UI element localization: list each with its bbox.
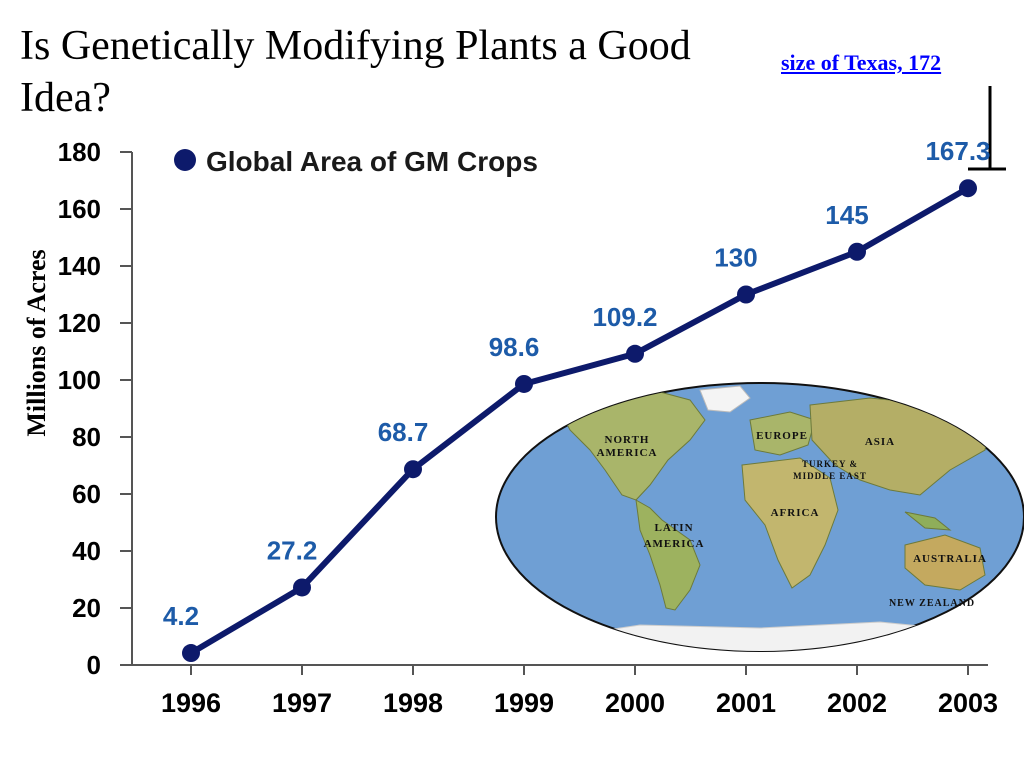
y-tick-label: 120 — [58, 308, 101, 338]
x-tick-label: 1997 — [272, 688, 332, 718]
x-tick-label: 2002 — [827, 688, 887, 718]
y-tick-label: 20 — [72, 593, 101, 623]
map-label-australia: AUSTRALIA — [913, 553, 987, 565]
map-label-new-zealand: NEW ZEALAND — [889, 598, 975, 609]
data-point — [515, 374, 533, 393]
data-label: 98.6 — [489, 332, 540, 362]
data-point — [182, 644, 200, 663]
y-tick-label: 60 — [72, 479, 101, 509]
x-tick-label: 2001 — [716, 688, 776, 718]
legend-label: Global Area of GM Crops — [206, 146, 538, 177]
y-tick-label: 40 — [72, 536, 101, 566]
x-tick-label: 2003 — [938, 688, 998, 718]
x-ticks: 1996 1997 1998 1999 2000 2001 2002 2003 — [161, 665, 998, 718]
data-point — [737, 285, 755, 304]
map-label-europe: EUROPE — [756, 430, 808, 442]
data-point — [626, 344, 644, 363]
x-tick-label: 2000 — [605, 688, 665, 718]
map-label-latin: LATIN — [654, 522, 693, 534]
map-label-turkey: TURKEY & — [802, 459, 858, 469]
y-tick-label: 100 — [58, 365, 101, 395]
x-tick-label: 1999 — [494, 688, 554, 718]
y-tick-label: 180 — [58, 137, 101, 167]
map-label-america: AMERICA — [597, 447, 658, 459]
data-point — [848, 242, 866, 261]
data-point — [959, 179, 977, 198]
slide-title: Is Genetically Modifying Plants a Good I… — [20, 23, 691, 121]
data-label: 145 — [825, 200, 868, 230]
texas-bracket — [968, 86, 1006, 171]
x-tick-label: 1996 — [161, 688, 221, 718]
map-label-asia: ASIA — [865, 436, 895, 448]
texas-size-link[interactable]: size of Texas, 172 — [781, 50, 942, 75]
data-label: 109.2 — [592, 302, 657, 332]
data-label: 68.7 — [378, 417, 429, 447]
y-tick-label: 140 — [58, 251, 101, 281]
world-map: NORTH AMERICA EUROPE ASIA TURKEY & MIDDL… — [495, 382, 1024, 652]
legend-marker — [174, 149, 196, 171]
data-label: 4.2 — [163, 601, 199, 631]
y-tick-label: 160 — [58, 194, 101, 224]
data-label: 27.2 — [267, 535, 318, 565]
legend: Global Area of GM Crops — [174, 146, 538, 177]
map-label-latin-america: AMERICA — [644, 538, 705, 550]
x-tick-label: 1998 — [383, 688, 443, 718]
data-labels: 4.2 27.2 68.7 98.6 109.2 130 145 167.3 — [163, 136, 991, 631]
y-tick-label: 0 — [87, 650, 101, 680]
y-ticks: 0 20 40 60 80 100 120 140 160 180 — [58, 137, 132, 680]
map-label-africa: AFRICA — [771, 507, 820, 519]
y-tick-label: 80 — [72, 422, 101, 452]
data-label: 167.3 — [925, 136, 990, 166]
map-label-north: NORTH — [605, 434, 650, 446]
data-point — [404, 460, 422, 479]
series-line — [189, 185, 970, 656]
data-label: 130 — [714, 243, 757, 273]
data-point — [293, 578, 311, 597]
series-global-area — [182, 179, 977, 663]
map-label-middle-east: MIDDLE EAST — [793, 471, 867, 481]
